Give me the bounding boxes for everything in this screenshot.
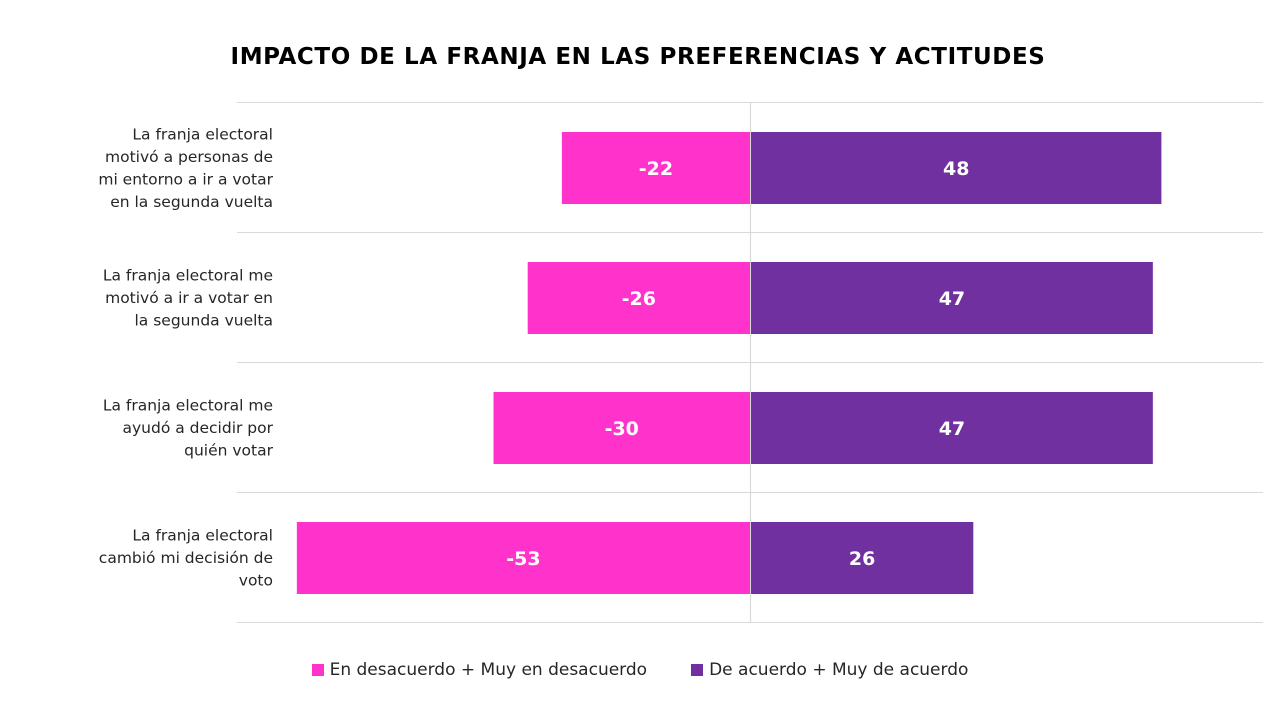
legend-swatch xyxy=(691,664,704,676)
category-label: La franja electoral me motivó a ir a vota… xyxy=(103,267,273,330)
bar-agree xyxy=(751,392,1153,464)
data-label: 47 xyxy=(939,288,965,310)
category-label: La franja electoral cambió mi decisión de… xyxy=(99,527,273,590)
legend: En desacuerdo + Muy en desacuerdo De acue… xyxy=(0,660,1280,680)
bar-disagree xyxy=(527,262,750,334)
bar-disagree xyxy=(561,132,750,204)
bar-disagree xyxy=(493,392,750,464)
legend-label: En desacuerdo + Muy en desacuerdo xyxy=(329,660,648,680)
bar-agree xyxy=(751,132,1162,204)
chart-plot: La franja electoral motivó a personas de m… xyxy=(98,102,1263,623)
data-label: -53 xyxy=(506,548,540,570)
bar-disagree xyxy=(296,522,750,594)
legend-item-agree: De acuerdo + Muy de acuerdo xyxy=(691,660,968,680)
data-label: -26 xyxy=(622,288,656,310)
data-label: 48 xyxy=(943,158,969,180)
legend-swatch xyxy=(311,664,324,676)
data-label: 47 xyxy=(939,418,965,440)
category-label: La franja electoral motivó a personas de m… xyxy=(98,125,273,211)
data-label: -30 xyxy=(605,418,639,440)
bar-agree xyxy=(751,262,1153,334)
legend-item-disagree: En desacuerdo + Muy en desacuerdo xyxy=(311,660,648,680)
legend-label: De acuerdo + Muy de acuerdo xyxy=(709,660,969,680)
bar-agree xyxy=(751,522,974,594)
chart-title: IMPACTO DE LA FRANJA EN LAS PREFERENCIAS… xyxy=(230,44,1046,70)
data-label: 26 xyxy=(849,548,875,570)
data-label: -22 xyxy=(639,158,673,180)
category-label: La franja electoral me ayudó a decidir po… xyxy=(103,397,274,460)
